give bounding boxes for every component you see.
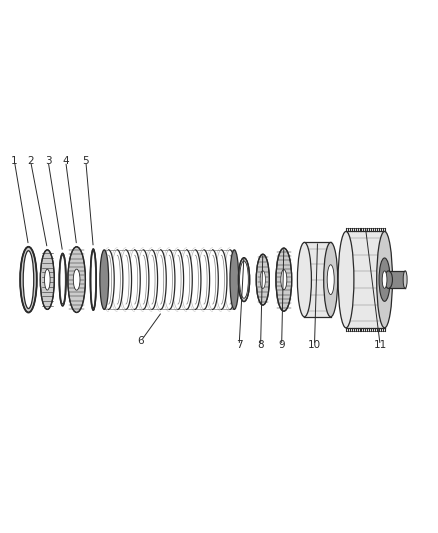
Text: 2: 2 <box>27 156 34 166</box>
Ellipse shape <box>281 270 287 290</box>
Ellipse shape <box>379 258 390 301</box>
Ellipse shape <box>45 269 50 290</box>
Ellipse shape <box>324 243 338 317</box>
Polygon shape <box>178 250 184 310</box>
Ellipse shape <box>73 269 80 290</box>
Ellipse shape <box>90 249 96 310</box>
Polygon shape <box>230 250 236 310</box>
Ellipse shape <box>40 250 54 310</box>
Polygon shape <box>143 250 149 310</box>
Bar <box>346 231 385 328</box>
Polygon shape <box>126 250 131 310</box>
Ellipse shape <box>230 250 239 310</box>
Polygon shape <box>152 250 158 310</box>
Text: 11: 11 <box>374 341 387 350</box>
Polygon shape <box>109 250 114 310</box>
Ellipse shape <box>385 271 392 288</box>
Ellipse shape <box>238 258 250 302</box>
Polygon shape <box>134 250 140 310</box>
Bar <box>304 243 331 317</box>
Text: 9: 9 <box>278 341 285 350</box>
Text: 3: 3 <box>45 156 52 166</box>
Text: 1: 1 <box>11 156 18 166</box>
Ellipse shape <box>60 255 65 304</box>
Ellipse shape <box>240 261 248 298</box>
Polygon shape <box>221 250 227 310</box>
Ellipse shape <box>382 271 387 288</box>
Ellipse shape <box>377 231 392 328</box>
Polygon shape <box>195 250 201 310</box>
Polygon shape <box>213 250 218 310</box>
Polygon shape <box>169 250 175 310</box>
Ellipse shape <box>276 248 292 311</box>
Ellipse shape <box>338 231 354 328</box>
Text: 4: 4 <box>62 156 69 166</box>
Ellipse shape <box>59 253 66 306</box>
Ellipse shape <box>20 247 37 312</box>
Text: 7: 7 <box>236 341 243 350</box>
Polygon shape <box>117 250 123 310</box>
Ellipse shape <box>256 254 269 305</box>
Text: 10: 10 <box>308 341 321 350</box>
Ellipse shape <box>260 271 265 288</box>
Ellipse shape <box>23 251 34 309</box>
Ellipse shape <box>327 265 334 295</box>
Ellipse shape <box>403 271 407 288</box>
Text: 5: 5 <box>82 156 89 166</box>
Text: 8: 8 <box>257 341 264 350</box>
Text: 6: 6 <box>138 336 145 346</box>
Bar <box>389 271 405 288</box>
Polygon shape <box>187 250 192 310</box>
Ellipse shape <box>297 243 311 317</box>
Polygon shape <box>161 250 166 310</box>
Ellipse shape <box>91 252 95 308</box>
Ellipse shape <box>68 247 85 312</box>
Polygon shape <box>204 250 210 310</box>
Ellipse shape <box>100 250 109 310</box>
